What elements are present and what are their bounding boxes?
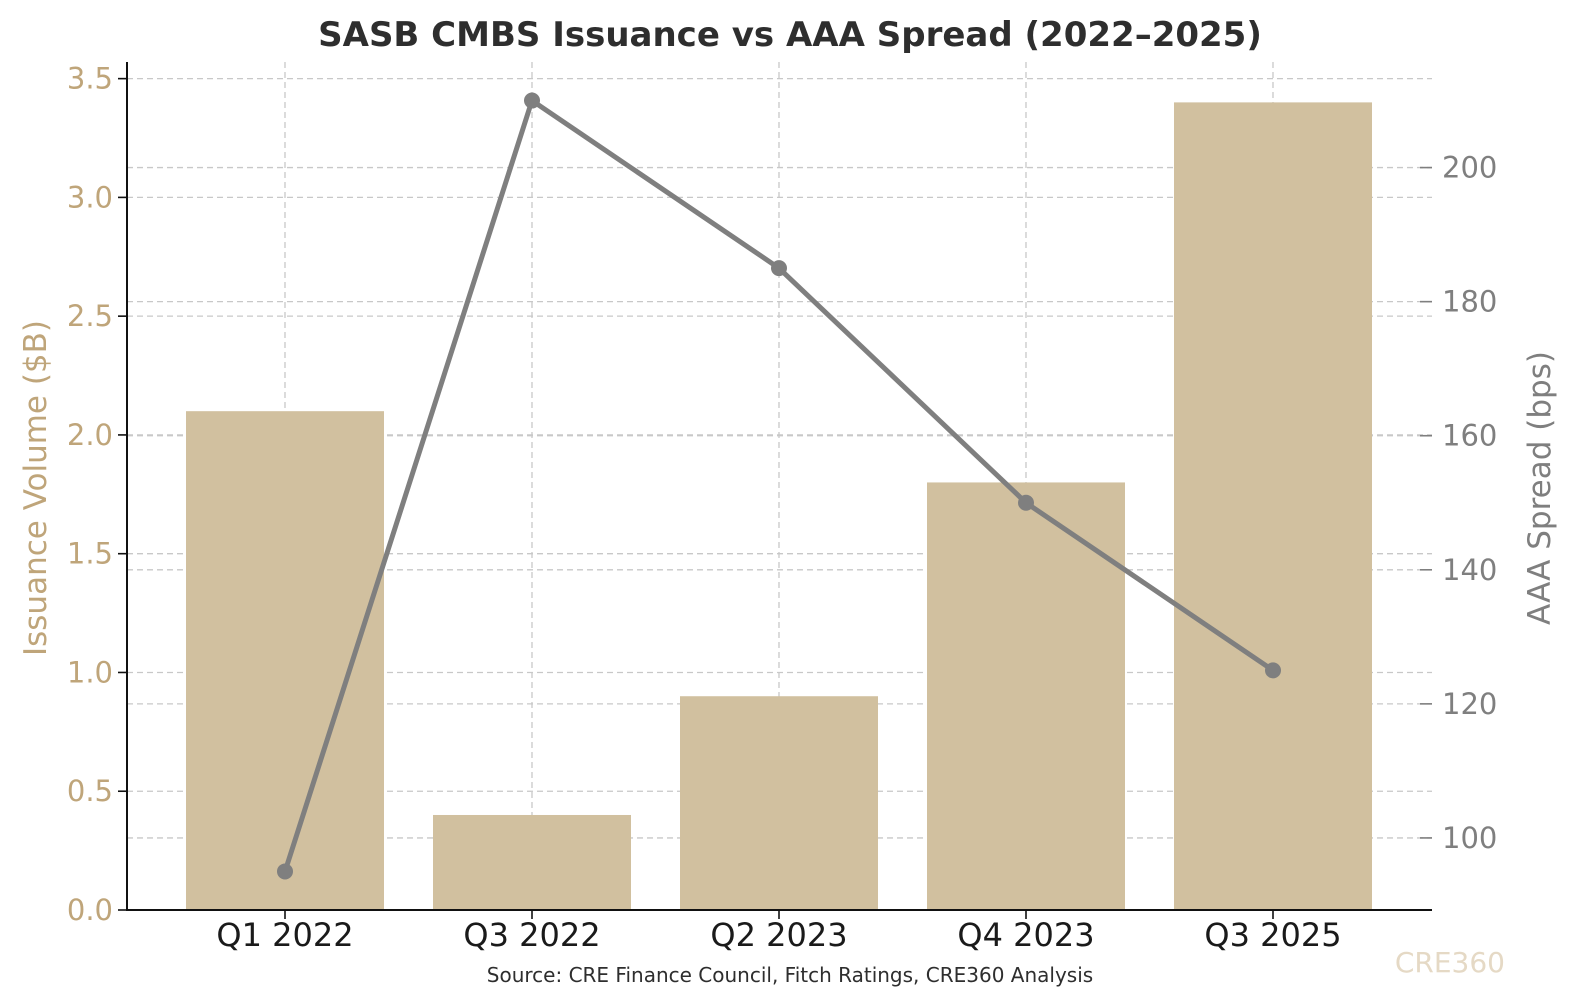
y-tick-left-label-3: 1.5 [67, 537, 113, 571]
axes [118, 62, 1432, 919]
x-tick-label-4: Q3 2025 [1204, 916, 1341, 954]
spread-point-2 [771, 260, 787, 277]
spread-point-0 [277, 863, 293, 880]
bars [186, 102, 1372, 910]
y-tick-right-label-3: 160 [1442, 419, 1497, 453]
y-tick-right-label-2: 140 [1442, 553, 1497, 587]
tick-labels: 0.0 0.5 1.0 1.5 2.0 2.5 3.0 3.5 100 120 140 160 180 2… [67, 62, 1497, 954]
spread-point-3 [1018, 494, 1034, 511]
y-tick-right-label-1: 120 [1442, 687, 1497, 721]
y-tick-left-label-4: 2.0 [67, 418, 113, 452]
y-tick-right-label-0: 100 [1442, 821, 1497, 855]
y-tick-left-label-6: 3.0 [67, 180, 113, 214]
x-tick-label-2: Q2 2023 [710, 916, 847, 954]
y-tick-left-label-0: 0.0 [67, 893, 113, 927]
y-tick-left-label-2: 1.0 [67, 655, 113, 689]
x-tick-label-3: Q4 2023 [957, 916, 1094, 954]
source-note: Source: CRE Finance Council, Fitch Ratin… [487, 963, 1093, 987]
spread-point-1 [524, 92, 540, 109]
y-tick-left-label-5: 2.5 [67, 299, 113, 333]
bar-2 [680, 696, 878, 910]
bar-4 [1174, 102, 1372, 910]
watermark: CRE360 [1395, 946, 1505, 979]
spread-line [277, 92, 1281, 880]
y-tick-right-label-4: 180 [1442, 285, 1497, 319]
bar-3 [927, 482, 1125, 910]
y-tick-left-label-7: 3.5 [67, 62, 113, 96]
bar-1 [433, 814, 631, 910]
y-axis-left-label: Issuance Volume ($B) [18, 320, 54, 656]
y-axis-right-label: AAA Spread (bps) [1522, 351, 1558, 625]
chart-title: SASB CMBS Issuance vs AAA Spread (2022–2… [318, 15, 1262, 55]
y-tick-left-label-1: 0.5 [67, 774, 113, 808]
x-tick-label-0: Q1 2022 [216, 916, 353, 954]
spread-point-4 [1265, 662, 1281, 679]
y-tick-right-label-5: 200 [1442, 151, 1497, 185]
x-tick-label-1: Q3 2022 [463, 916, 600, 954]
